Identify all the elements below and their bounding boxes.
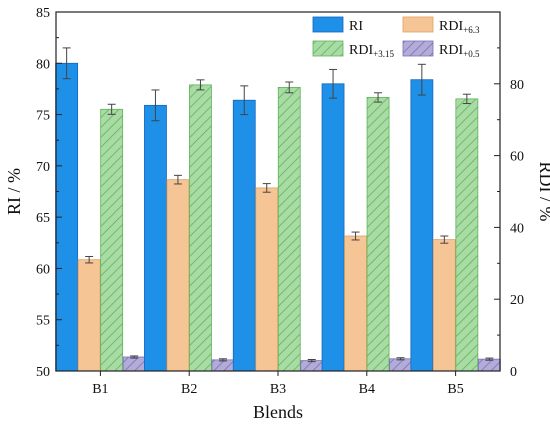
legend-swatch-rdi63 xyxy=(402,16,434,33)
legend-label-subscript: +0.5 xyxy=(463,49,480,59)
y-right-tick-label: 40 xyxy=(510,221,524,236)
bar-rdi05-b4 xyxy=(389,358,412,372)
bar-rdi315-b5 xyxy=(455,98,479,372)
legend-label-ri: RI xyxy=(349,19,363,34)
bar-rdi63-b3 xyxy=(255,187,279,372)
legend-label-main: RI xyxy=(349,19,363,34)
bar-rdi05-b5 xyxy=(477,358,501,372)
x-tick-label-b3: B3 xyxy=(270,382,286,397)
y-right-tick-label: 80 xyxy=(510,78,524,93)
bar-rdi63-b1 xyxy=(77,259,101,372)
legend-label-rdi05: RDI+0.5 xyxy=(439,43,480,59)
x-tick-label-b1: B1 xyxy=(92,382,108,397)
axes-layer: B1 B2 B3 B4 B5 50 55 60 65 70 75 80 85 0 20 40 60 80 xyxy=(36,6,524,397)
bar-rdi05-b2 xyxy=(211,359,235,372)
y-right-tick-label: 20 xyxy=(510,293,524,308)
x-axis-title: Blends xyxy=(253,402,303,422)
legend-swatch-rdi315 xyxy=(312,40,344,57)
legend-swatch-ri xyxy=(312,16,344,33)
y-left-tick-label: 60 xyxy=(36,262,50,277)
y-left-tick-label: 65 xyxy=(36,211,50,226)
y-left-tick-label: 50 xyxy=(36,365,50,380)
y-axis-left-title: RI / % xyxy=(4,168,24,215)
legend-label-main: RDI xyxy=(439,43,463,58)
x-tick-label-b5: B5 xyxy=(447,382,463,397)
bar-ri-b2 xyxy=(144,104,167,372)
bar-rdi315-b2 xyxy=(189,84,212,372)
bar-rdi315-b3 xyxy=(277,86,301,372)
legend-label-subscript: +6.3 xyxy=(463,25,480,35)
y-left-tick-label: 70 xyxy=(36,160,50,175)
bars-layer xyxy=(55,47,501,372)
legend-label-main: RDI xyxy=(349,43,373,58)
bar-rdi63-b2 xyxy=(166,179,190,372)
legend-label-main: RDI xyxy=(439,19,463,34)
y-right-tick-label: 0 xyxy=(510,365,517,380)
bar-ri-b4 xyxy=(321,83,345,372)
y-right-tick-label: 60 xyxy=(510,150,524,165)
x-tick-label-b4: B4 xyxy=(359,382,375,397)
bar-ri-b5 xyxy=(410,79,434,372)
bar-rdi63-b5 xyxy=(432,239,456,372)
x-tick-label-b2: B2 xyxy=(181,382,197,397)
bar-ri-b3 xyxy=(232,99,256,372)
bar-rdi315-b1 xyxy=(100,108,124,372)
legend-label-subscript: +3.15 xyxy=(373,49,394,59)
bar-rdi315-b4 xyxy=(366,97,390,372)
bar-rdi63-b4 xyxy=(344,235,367,372)
y-axis-right-title: RDI / % xyxy=(536,162,550,222)
legend-label-rdi63: RDI+6.3 xyxy=(439,19,480,35)
bar-rdi05-b1 xyxy=(122,356,146,372)
y-left-tick-label: 80 xyxy=(36,57,50,72)
legend-label-rdi315: RDI+3.15 xyxy=(349,43,394,59)
y-left-tick-label: 85 xyxy=(36,6,50,21)
y-left-tick-label: 75 xyxy=(36,109,50,124)
legend-swatch-rdi05 xyxy=(402,40,434,57)
y-left-tick-label: 55 xyxy=(36,314,50,329)
